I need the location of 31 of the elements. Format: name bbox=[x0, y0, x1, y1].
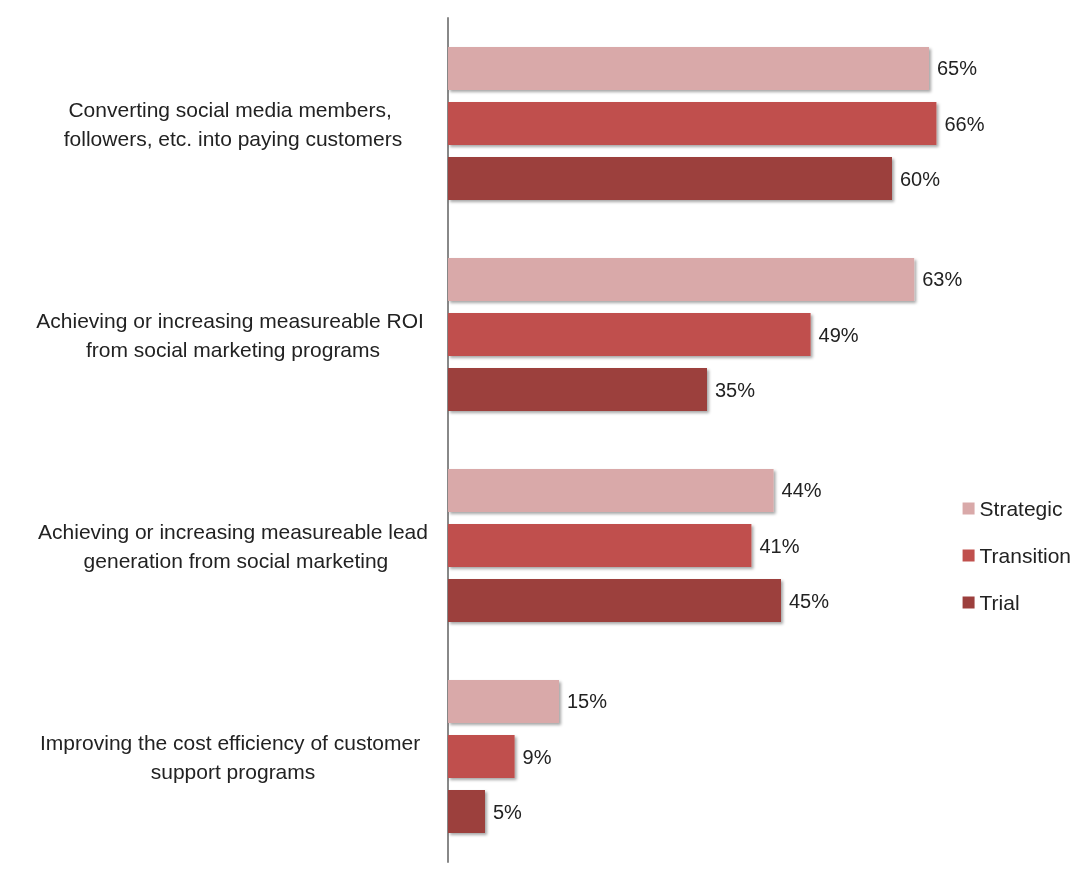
bar bbox=[448, 524, 752, 567]
data-label: 66% bbox=[944, 112, 985, 135]
data-label: 65% bbox=[937, 57, 978, 80]
data-label: 49% bbox=[818, 323, 859, 346]
data-label: 9% bbox=[522, 745, 552, 768]
bar bbox=[448, 157, 892, 201]
data-label: 44% bbox=[781, 479, 822, 502]
legend-label: Transition bbox=[979, 544, 1072, 567]
bar bbox=[448, 46, 929, 90]
y-tick-label: Achieving or increasing measureable ROI from social marketing programs bbox=[36, 308, 430, 361]
bar bbox=[448, 368, 707, 412]
bar bbox=[448, 102, 937, 145]
data-label: 15% bbox=[567, 690, 608, 713]
bar bbox=[448, 679, 559, 723]
data-label: 45% bbox=[789, 589, 830, 612]
bar bbox=[448, 468, 774, 512]
data-label: 60% bbox=[900, 167, 941, 190]
data-label: 35% bbox=[715, 378, 756, 401]
data-label: 41% bbox=[759, 534, 800, 557]
bar bbox=[448, 735, 515, 778]
y-tick-label: Improving the cost efficiency of customer support programs bbox=[40, 730, 426, 783]
bar bbox=[448, 790, 485, 834]
bar bbox=[448, 313, 811, 356]
y-tick-label: Converting social media members, followers, etc. into paying customers bbox=[63, 97, 403, 150]
bar bbox=[448, 579, 781, 623]
data-label: 5% bbox=[493, 800, 523, 823]
data-label: 63% bbox=[922, 268, 963, 291]
bar bbox=[448, 257, 915, 301]
legend-label: Strategic bbox=[979, 497, 1063, 520]
y-tick-label: Achieving or increasing measureable lead generation from social marketing bbox=[38, 519, 428, 572]
legend-label: Trial bbox=[979, 591, 1020, 614]
